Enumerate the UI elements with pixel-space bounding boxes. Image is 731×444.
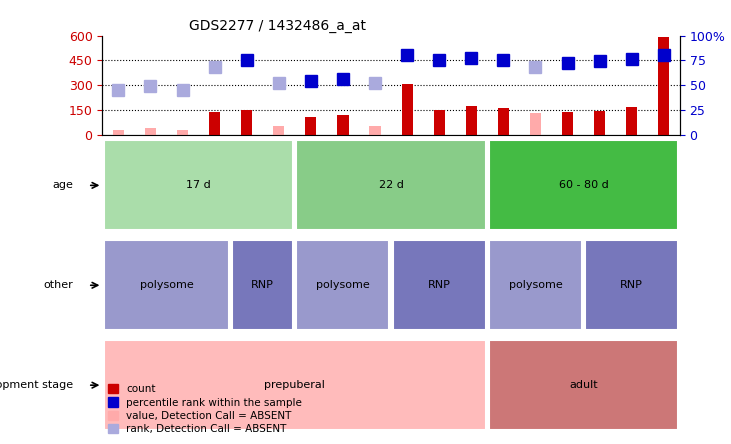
Bar [530,113,541,135]
FancyBboxPatch shape [104,340,485,430]
Bar [626,107,637,135]
Bar [498,108,509,135]
Text: GDS2277 / 1432486_a_at: GDS2277 / 1432486_a_at [189,19,366,33]
Bar [177,131,188,135]
Text: prepuberal: prepuberal [265,380,325,390]
Text: 17 d: 17 d [186,180,211,190]
Bar [433,110,445,135]
FancyBboxPatch shape [297,240,390,330]
Text: 22 d: 22 d [379,180,404,190]
Text: development stage: development stage [0,380,73,390]
Bar [306,117,317,135]
Text: age: age [53,180,73,190]
Text: other: other [44,280,73,290]
Text: RNP: RNP [428,280,450,290]
Bar [562,112,573,135]
Bar [401,84,413,135]
Bar [273,126,284,135]
FancyBboxPatch shape [104,240,229,330]
Bar [658,37,670,135]
Text: polysome: polysome [509,280,562,290]
FancyBboxPatch shape [297,140,485,230]
FancyBboxPatch shape [104,140,293,230]
Text: polysome: polysome [140,280,194,290]
Text: RNP: RNP [621,280,643,290]
FancyBboxPatch shape [393,240,485,330]
Bar [369,126,381,135]
Bar [241,110,252,135]
Bar [594,111,605,135]
Bar [209,112,220,135]
Text: polysome: polysome [316,280,370,290]
FancyBboxPatch shape [586,240,678,330]
Text: adult: adult [569,380,598,390]
FancyBboxPatch shape [232,240,293,330]
Legend: count, percentile rank within the sample, value, Detection Call = ABSENT, rank, : count, percentile rank within the sample… [107,384,302,434]
Text: 60 - 80 d: 60 - 80 d [558,180,608,190]
FancyBboxPatch shape [489,140,678,230]
Bar [466,106,477,135]
FancyBboxPatch shape [489,340,678,430]
FancyBboxPatch shape [489,240,582,330]
Text: RNP: RNP [251,280,274,290]
Bar [337,115,349,135]
Bar [145,128,156,135]
Bar [113,131,124,135]
